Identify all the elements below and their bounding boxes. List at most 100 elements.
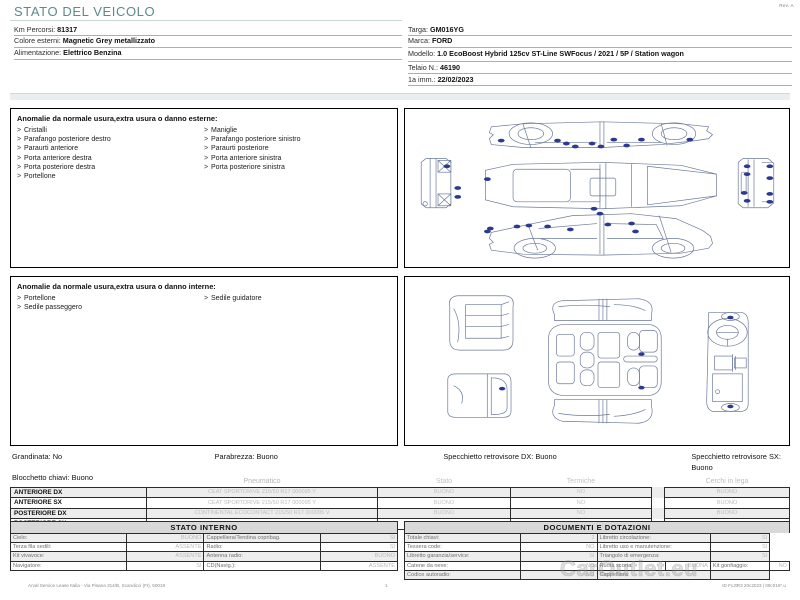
- tyres-header-cerchi: Cerchi in lega: [705, 478, 749, 486]
- summary-label: Grandinata:: [12, 452, 51, 461]
- tyre-termiche: NO: [510, 486, 652, 498]
- field-value: SI: [126, 560, 205, 571]
- tyre-position: POSTERIORE DX: [10, 507, 147, 519]
- field-value: SI: [519, 551, 598, 562]
- tyres-header-pneumatico: Pneumatico: [243, 478, 281, 486]
- info-row-km: Km Percorsi: 81317: [14, 24, 402, 36]
- field-label: Codice autoradio:: [404, 569, 521, 580]
- summary-label: Specchietto retrovisore DX:: [443, 452, 534, 461]
- title-divider: [10, 20, 402, 21]
- footer-reference: ID FcJtR3 20c2023 | 09c016*.u: [722, 583, 786, 588]
- summary-grandinata: Grandinata: No: [12, 452, 215, 473]
- tyre-stato: BUONO: [377, 486, 511, 498]
- field-label: Libretto garanzia/service:: [404, 551, 521, 562]
- vehicle-info-left: Km Percorsi: 81317 Colore esterni: Magne…: [14, 24, 402, 60]
- info-value: Elettrico Benzina: [63, 48, 122, 58]
- damage-item: > Parafango posteriore destro: [17, 135, 204, 144]
- internal-damage-col1: > Portellone > Sedile passeggero: [17, 294, 204, 312]
- field-label: Radio:: [203, 542, 321, 553]
- field-label: Cielo:: [9, 532, 128, 544]
- tyre-cerchi: BUONO: [664, 507, 790, 519]
- field-value: [709, 569, 771, 580]
- tyre-gap: [651, 487, 665, 498]
- interior-vehicle-diagram: [405, 277, 789, 445]
- damage-label: Porta posteriore destra: [24, 163, 96, 171]
- field-value: SI: [319, 532, 399, 544]
- header-band: [10, 93, 790, 100]
- field-label: Totale chiavi:: [404, 532, 521, 544]
- info-value: 81317: [57, 24, 78, 34]
- damage-label: Maniglie: [211, 127, 238, 134]
- info-label: Targa:: [408, 24, 428, 34]
- field-label: Ruota scorta:: [596, 560, 667, 571]
- summary-parabrezza: Parabrezza: Buono: [215, 452, 444, 473]
- damage-label: Porta posteriore sinistra: [211, 163, 285, 171]
- info-row-colore: Colore esterni: Magnetic Grey metallizza…: [14, 36, 402, 48]
- field-label: CD(Navig.):: [203, 560, 321, 571]
- damage-item: > Portellone: [17, 172, 204, 181]
- info-label: Km Percorsi:: [14, 24, 56, 34]
- info-row-modello: Modello: 1.0 EcoBoost Hybrid 125cv ST-Li…: [408, 48, 792, 63]
- table-row: Kit vivavoce: ASSENTE Antenna radio: BUO…: [9, 551, 399, 562]
- damage-label: Parafango posteriore destro: [24, 136, 111, 144]
- tyre-termiche: NO: [510, 507, 652, 519]
- tyre-cerchi: BUONO: [664, 486, 790, 498]
- info-label: Alimentazione:: [14, 48, 62, 58]
- tyre-spec: CONTINENTAL ECOCONTACT 215/50 R17 000095…: [146, 507, 378, 519]
- damage-item: > Porta anteriore sinistra: [204, 154, 391, 163]
- bullet-icon: >: [17, 136, 22, 144]
- footer-company: Arval Service Lease Italia - Via Pisana …: [28, 583, 166, 588]
- field-value: SI: [319, 542, 399, 553]
- table-row: Cielo: BUONO Cappelliera/Tendina copriba…: [9, 532, 399, 544]
- external-damage-col2: > Maniglie > Parafango posteriore sinistro…: [204, 126, 391, 181]
- table-row: Codice autoradio: NO Cappelliera:: [404, 569, 790, 580]
- documenti-table: DOCUMENTI E DOTAZIONI Totale chiavi: 2 L…: [404, 521, 790, 580]
- tyre-gap: [652, 498, 665, 509]
- field-label: Terza fila sedili:: [9, 542, 128, 553]
- damage-item: > Porta anteriore destra: [17, 154, 204, 163]
- stato-interno-table: STATO INTERNO Cielo: BUONO Cappelliera/T…: [9, 521, 399, 571]
- table-row: ANTERIORE DX CEAT SPORTDRIVE 215/50 R17 …: [10, 486, 790, 498]
- tyre-position: ANTERIORE SX: [10, 497, 147, 509]
- summary-specchietto-dx: Specchietto retrovisore DX: Buono: [443, 452, 691, 473]
- field-label: Catene da neve:: [404, 560, 521, 571]
- field-value: 2: [519, 532, 598, 544]
- info-label: 1a imm.:: [408, 74, 436, 84]
- tyre-spec: CEAT SPORTDRIVE 215/50 R17 000095 Y: [146, 486, 378, 498]
- field-label: Kit vivavoce:: [9, 551, 128, 562]
- field-value: SI: [709, 532, 771, 544]
- info-value: 22/02/2023: [437, 74, 474, 84]
- bullet-icon: >: [17, 163, 22, 171]
- tyre-stato: BUONO: [377, 507, 511, 519]
- field-value: ASSENTE: [126, 551, 205, 562]
- tyre-spec: CEAT SPORTDRIVE 215/50 R17 000095 Y: [146, 497, 378, 509]
- field-value: BUONO: [126, 532, 205, 544]
- field-value: ASSENTE: [126, 542, 205, 553]
- field-label: Tessera code:: [404, 542, 521, 553]
- info-row-immatricolazione: 1a imm.: 22/02/2023: [408, 74, 792, 86]
- revision-label: Rev. A: [779, 3, 794, 8]
- external-damage-panel: Anomalie da normale usura,extra usura o …: [10, 108, 398, 268]
- field-value: NO: [769, 560, 790, 571]
- damage-item: > Cristalli: [17, 126, 204, 135]
- field-value: BUONO: [319, 551, 399, 562]
- internal-damage-title: Anomalie da normale usura,extra usura o …: [17, 282, 216, 291]
- info-label: Telaio N.:: [408, 62, 438, 72]
- damage-label: Paraurti posteriore: [211, 145, 269, 153]
- bullet-icon: >: [204, 295, 209, 302]
- field-label: Triangolo di emergenza:: [596, 551, 711, 562]
- table-row: Catene da neve: NO Ruota scorta: BUONA K…: [404, 560, 790, 571]
- summary-specchietto-sx: Specchietto retrovisore SX: Buono: [691, 452, 790, 473]
- bullet-icon: >: [17, 295, 22, 302]
- damage-item: > Paraurti anteriore: [17, 144, 204, 153]
- field-value: ASSENTE: [319, 560, 399, 571]
- summary-value: No: [52, 452, 63, 461]
- external-damage-title: Anomalie da normale usura,extra usura o …: [17, 114, 218, 123]
- info-value: 1.0 EcoBoost Hybrid 125cv ST-Line SWFocu…: [437, 49, 684, 59]
- documenti-title: DOCUMENTI E DOTAZIONI: [404, 521, 790, 533]
- info-value: FORD: [431, 36, 453, 46]
- bullet-icon: >: [17, 127, 22, 134]
- info-row-alimentazione: Alimentazione: Elettrico Benzina: [14, 48, 402, 60]
- tyre-cerchi: BUONO: [664, 497, 790, 509]
- bullet-icon: >: [17, 145, 22, 153]
